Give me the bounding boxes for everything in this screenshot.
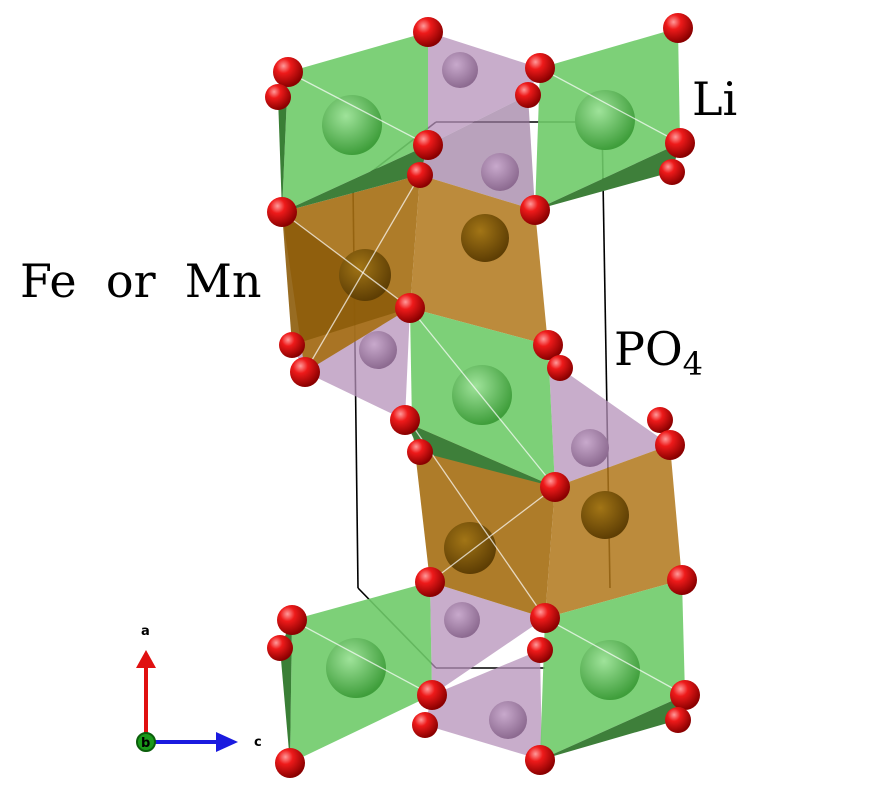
oxygen-atom — [655, 430, 685, 460]
oxygen-atom — [525, 745, 555, 775]
axis-b-label: b — [141, 736, 151, 751]
axis-b-marker — [136, 732, 156, 752]
oxygen-atom — [670, 680, 700, 710]
oxygen-atom — [275, 748, 305, 778]
po4-label-main: PO — [614, 322, 683, 376]
oxygen-atom — [647, 407, 673, 433]
oxygen-atom — [525, 53, 555, 83]
oxygen-atom — [395, 293, 425, 323]
oxygen-atom — [407, 439, 433, 465]
oxygen-atom — [415, 567, 445, 597]
oxygen-atom — [277, 605, 307, 635]
po4-label-subscript: 4 — [682, 345, 704, 383]
axis-a-label: a — [141, 624, 150, 639]
oxygen-atom — [547, 355, 573, 381]
oxygen-atom — [267, 197, 297, 227]
axis-indicator — [136, 650, 238, 752]
oxygen-atom — [665, 707, 691, 733]
oxygen-atom — [390, 405, 420, 435]
oxygen-atom — [413, 130, 443, 160]
oxygen-atom — [407, 162, 433, 188]
oxygen-atom — [530, 603, 560, 633]
oxygen-atom — [265, 84, 291, 110]
oxygen-atom — [527, 637, 553, 663]
oxygen-atom — [412, 712, 438, 738]
oxygen-atom — [267, 635, 293, 661]
axis-a-arrowhead — [136, 650, 156, 668]
oxygen-atoms — [265, 13, 700, 778]
oxygen-atom — [417, 680, 447, 710]
oxygen-atom — [533, 330, 563, 360]
oxygen-atom — [663, 13, 693, 43]
fe-or-mn-label: Fe or Mn — [20, 254, 262, 308]
oxygen-atom — [659, 159, 685, 185]
oxygen-atom — [665, 128, 695, 158]
oxygen-atom — [667, 565, 697, 595]
oxygen-atom — [413, 17, 443, 47]
oxygen-atom — [520, 195, 550, 225]
oxygen-atom — [290, 357, 320, 387]
axis-c-label: c — [254, 735, 262, 750]
oxygen-atom — [515, 82, 541, 108]
po4-label: PO4 — [614, 322, 703, 383]
li-label: Li — [692, 72, 738, 126]
bond-lines — [281, 67, 686, 696]
axis-c-arrowhead — [216, 732, 238, 752]
oxygen-atom — [279, 332, 305, 358]
oxygen-atom — [273, 57, 303, 87]
oxygen-atom — [540, 472, 570, 502]
